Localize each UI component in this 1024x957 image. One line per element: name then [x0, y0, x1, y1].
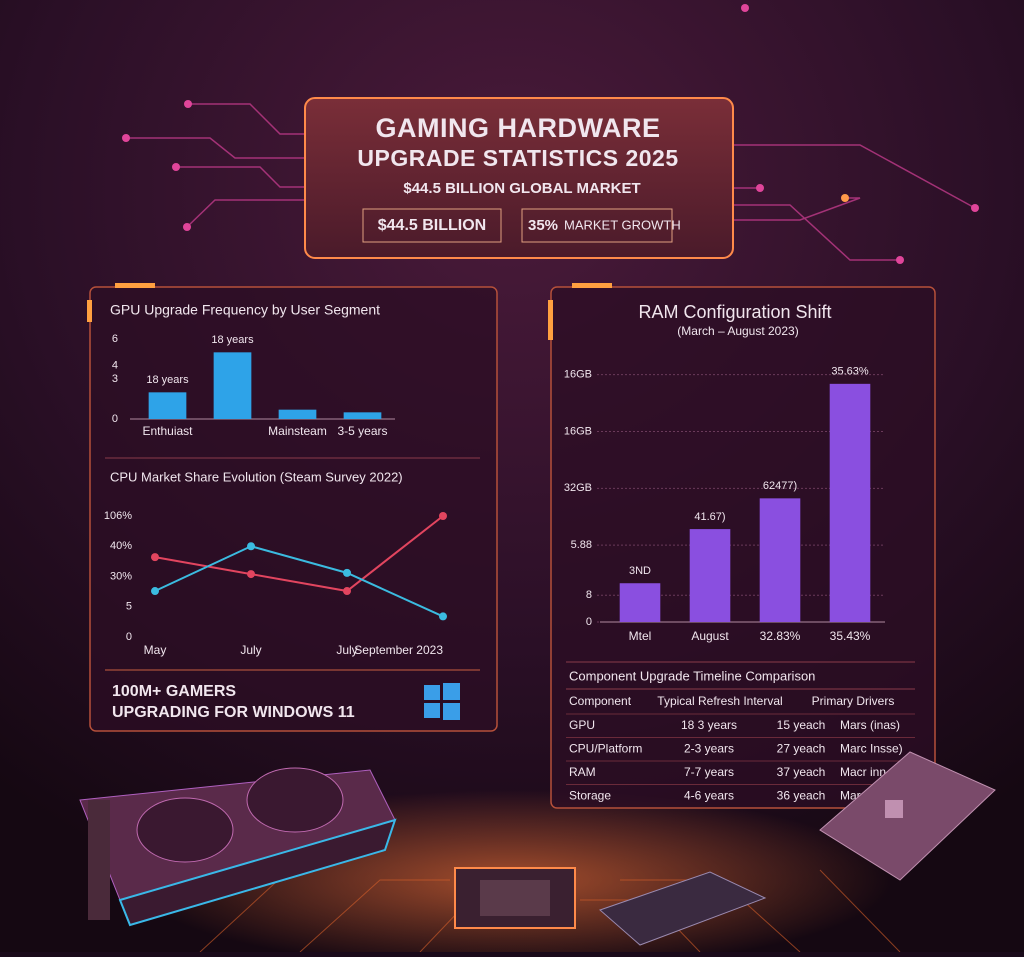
- badge-box: [521, 208, 673, 243]
- badge-text: MARKET GROWTH: [564, 217, 681, 232]
- line-point: [247, 570, 255, 579]
- badge-value: $44.5 BILLION: [378, 217, 486, 234]
- y-tick-label: 5.88: [571, 539, 592, 551]
- table-cell: 18 3 years: [681, 718, 737, 732]
- chip-illustration: [819, 751, 996, 881]
- line-point: [343, 587, 351, 596]
- chart-subtitle: (March – August 2023): [677, 324, 798, 338]
- table-cell: CPU/Platform: [569, 742, 642, 756]
- table-title: Component Upgrade Timeline Comparison: [569, 668, 815, 683]
- y-tick-label: 5: [126, 601, 132, 613]
- y-tick-label: 8: [586, 589, 592, 601]
- table-cell: GPU: [569, 718, 595, 732]
- y-tick-label: 4: [112, 360, 118, 372]
- x-tick-label: 3-5 years: [337, 424, 387, 438]
- chart-title: CPU Market Share Evolution (Steam Survey…: [110, 469, 403, 484]
- line-point: [343, 568, 351, 577]
- x-tick-label: 32.83%: [760, 629, 801, 643]
- table-cell: Marc Insse): [840, 742, 903, 756]
- panel-accent: [115, 283, 155, 288]
- windows-logo: [424, 683, 460, 720]
- x-tick-label: Mtel: [629, 629, 652, 643]
- header-box: [304, 97, 734, 259]
- x-tick-label: Enthuiast: [142, 424, 193, 438]
- line-point: [439, 612, 447, 621]
- callout-line: 100M+ GAMERS: [112, 683, 236, 700]
- bar-note: 18 years: [211, 334, 254, 346]
- panel-accent: [548, 300, 553, 340]
- table-header: Component: [569, 694, 632, 708]
- line-point: [247, 542, 255, 551]
- bar: [148, 392, 187, 419]
- bar-note: 62477): [763, 480, 797, 492]
- callout-line: UPGRADING FOR WINDOWS 11: [112, 704, 355, 721]
- badge-value: 35%: [528, 217, 558, 234]
- line-series: [154, 515, 444, 593]
- bar: [689, 529, 731, 622]
- chart-title: RAM Configuration Shift: [638, 302, 831, 322]
- table-header: Primary Drivers: [812, 694, 895, 708]
- y-tick-label: 106%: [104, 510, 132, 522]
- y-tick-label: 0: [112, 413, 118, 425]
- x-tick-label: 35.43%: [830, 629, 871, 643]
- y-tick-label: 16GB: [564, 369, 592, 381]
- panel-accent: [87, 300, 92, 322]
- y-tick-label: 6: [112, 333, 118, 345]
- cpu-illustration: [454, 867, 576, 929]
- table-cell: 2-3 years: [684, 742, 734, 756]
- table-cell: 27 yeach: [777, 742, 826, 756]
- x-tick-label: September 2023: [354, 643, 443, 657]
- gpu-illustration: [79, 767, 397, 927]
- table-cell: 36 yeach: [777, 789, 826, 803]
- ram-illustration: [599, 871, 767, 946]
- badge-box: [362, 208, 502, 243]
- line-point: [151, 553, 159, 562]
- chart-title: GPU Upgrade Frequency by User Segment: [110, 302, 380, 318]
- table-cell: 4-6 years: [684, 789, 734, 803]
- y-tick-label: 3: [112, 373, 118, 385]
- x-tick-label: May: [144, 643, 167, 657]
- bar: [829, 383, 871, 622]
- circuit-dots: [122, 4, 979, 264]
- table-cell: 15 yeach: [777, 718, 826, 732]
- x-tick-label: Mainsteam: [268, 424, 327, 438]
- y-tick-label: 32GB: [564, 482, 592, 494]
- table-header: Typical Refresh Interval: [657, 694, 782, 708]
- table-cell: Mars (inas): [840, 718, 900, 732]
- y-tick-label: 40%: [110, 540, 132, 552]
- bar-note: 41.67): [694, 511, 725, 523]
- table-cell: Storage: [569, 789, 611, 803]
- bar-note: 35.63%: [831, 366, 869, 378]
- table-cell: RAM: [569, 765, 596, 779]
- bar-note: 3ND: [629, 565, 651, 577]
- line-point: [151, 587, 159, 596]
- header-subtitle: UPGRADE STATISTICS 2025: [357, 145, 678, 171]
- circuit-lines: [126, 103, 976, 261]
- left-panel: [89, 286, 498, 732]
- table-cell: 37 yeach: [777, 765, 826, 779]
- table: Component Typical Refresh Interval Primary…: [566, 688, 915, 803]
- header-tagline: $44.5 BILLION GLOBAL MARKET: [403, 180, 640, 197]
- y-tick-label: 0: [586, 616, 592, 628]
- y-tick-label: 30%: [110, 570, 132, 582]
- bar-note: 18 years: [146, 374, 189, 386]
- y-tick-label: 0: [126, 631, 132, 643]
- line-point: [439, 512, 447, 520]
- line-series: [154, 545, 444, 618]
- panel-accent: [572, 283, 612, 288]
- bar: [343, 412, 382, 419]
- y-tick-label: 16GB: [564, 425, 592, 437]
- x-tick-label: July: [240, 643, 261, 657]
- x-tick-label: July: [336, 643, 357, 657]
- table-cell: Macr inn: [840, 765, 886, 779]
- bar: [759, 498, 801, 622]
- bar: [213, 352, 252, 419]
- header-title: GAMING HARDWARE: [376, 113, 661, 143]
- x-tick-label: August: [691, 629, 729, 643]
- bar: [619, 583, 661, 622]
- bar: [278, 409, 317, 419]
- table-cell: 7-7 years: [684, 765, 734, 779]
